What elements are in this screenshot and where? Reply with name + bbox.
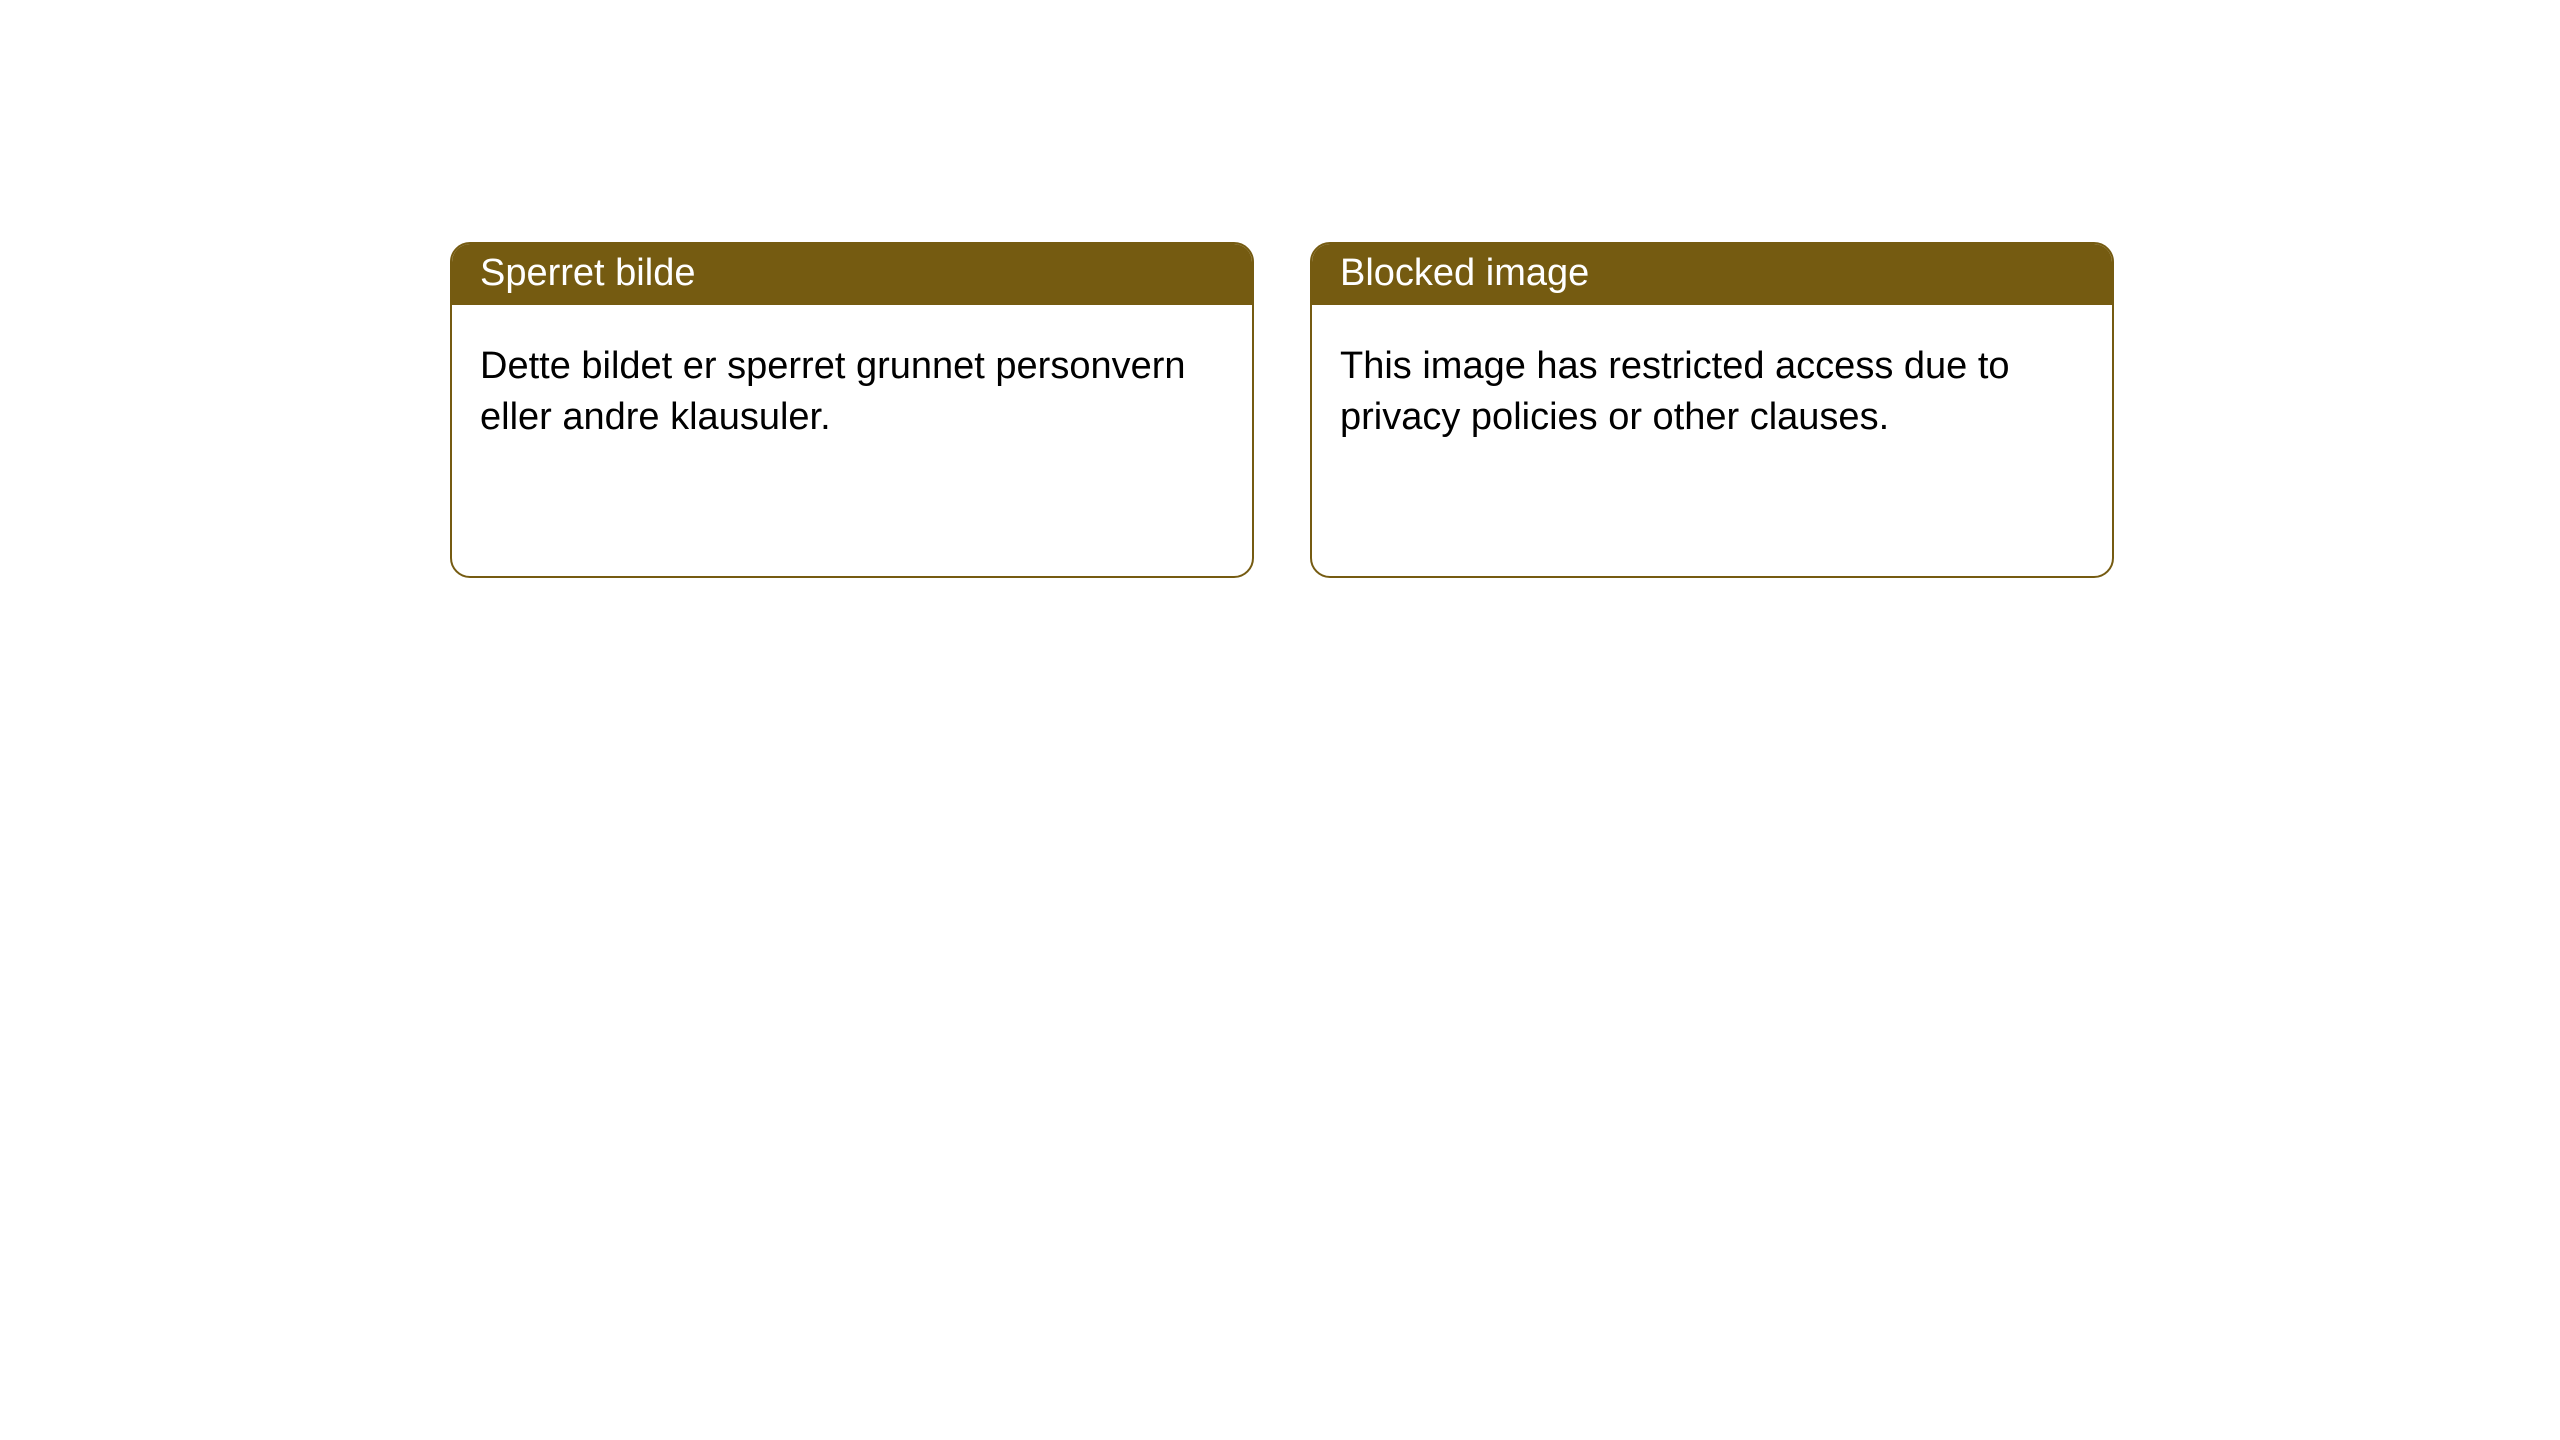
card-title: Sperret bilde <box>480 252 695 294</box>
card-header: Blocked image <box>1312 244 2112 305</box>
card-title: Blocked image <box>1340 252 1589 294</box>
card-body-text: Dette bildet er sperret grunnet personve… <box>480 345 1186 438</box>
card-body: This image has restricted access due to … <box>1312 305 2112 480</box>
blocked-image-card-no: Sperret bilde Dette bildet er sperret gr… <box>450 242 1254 578</box>
card-header: Sperret bilde <box>452 244 1252 305</box>
card-body: Dette bildet er sperret grunnet personve… <box>452 305 1252 480</box>
blocked-image-card-en: Blocked image This image has restricted … <box>1310 242 2114 578</box>
notice-cards-container: Sperret bilde Dette bildet er sperret gr… <box>450 242 2114 578</box>
card-body-text: This image has restricted access due to … <box>1340 345 2010 438</box>
